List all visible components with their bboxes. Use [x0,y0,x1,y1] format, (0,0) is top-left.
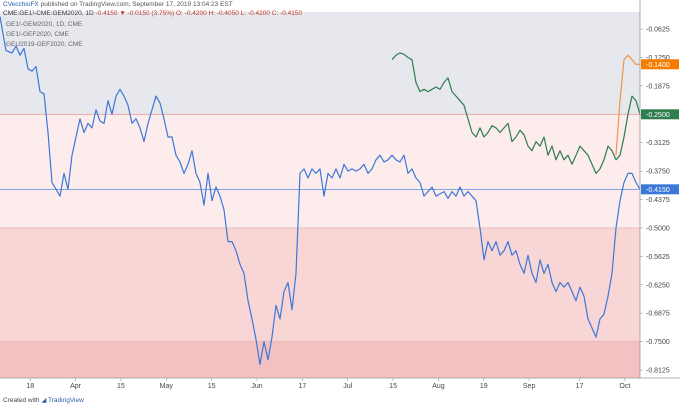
y-tick-label: -0.3750 [646,169,670,176]
x-tick-label: 17 [298,383,306,390]
x-tick-label: Oct [619,383,630,390]
legend-series-2: GE1!-GEF2020, CME [6,31,69,38]
published-text: published on TradingView.com, September … [40,1,233,8]
x-tick-label: 17 [576,383,584,390]
author-link[interactable]: CVecchioFX [3,1,39,8]
x-tick-label: Jul [343,383,352,390]
price-label-text: -0.2500 [646,112,670,119]
footer-brand[interactable]: TradingView [48,397,84,404]
series-layer [0,16,641,365]
footer-prefix: Created with [3,397,40,404]
ohlc-text: O: -0.4200 H: -0.4050 L: -0.4200 C: -0.4… [176,10,303,17]
x-tick-label: Apr [70,383,82,390]
tradingview-logo-icon: ◢ [41,397,47,404]
zone-pink_dark [0,341,640,378]
change-text: -0.4150 ▼ -0.0150 (3.75%) [95,10,175,17]
x-tick-label: Sep [523,383,536,390]
y-tick-label: -0.6875 [646,311,670,318]
zone-gray [0,12,640,115]
footer: Created with ◢ TradingView [3,396,84,404]
y-tick-label: -0.4375 [646,197,670,204]
background-zones [0,12,640,378]
y-tick-label: -0.3125 [646,140,670,147]
x-tick-label: 15 [208,383,216,390]
price-label-text: -0.1400 [646,62,670,69]
x-tick-label: Jun [251,383,262,390]
price-label-box [641,109,679,120]
y-tick-label: -0.8125 [646,368,670,375]
x-tick-label: May [160,383,174,390]
price-label-text: -0.4150 [646,187,670,194]
x-tick-label: 18 [26,383,34,390]
x-tick-label: 15 [117,383,125,390]
series-line-1 [0,16,641,365]
legend-series-1: GE1!-GEM2020, 1D, CME [6,21,83,28]
time-axis-panel [0,378,680,394]
x-tick-label: 15 [389,383,397,390]
y-tick-label: -0.0625 [646,27,670,34]
legend-series-3: GEU2019-GEF2020, CME [6,41,83,48]
symbol-line: CME:GE1!-CME:GEM2020, 1D -0.4150 ▼ -0.01… [3,10,302,17]
series-line-2 [391,52,641,174]
symbol-name: CME:GE1!-CME:GEM2020, 1D [3,10,94,17]
x-tick-label: 19 [480,383,488,390]
y-tick-label: -0.7500 [646,339,670,346]
price-label-layer: -0.1400 -0.2500 -0.4150 [641,59,679,195]
y-tick-label: -0.5000 [646,225,670,232]
y-tick-label: -0.1250 [646,55,670,62]
y-tick-label: -0.1875 [646,83,670,90]
publish-line: CVecchioFX published on TradingView.com,… [3,1,233,8]
series-line-3 [615,54,640,156]
y-tick-label: -0.5625 [646,254,670,261]
price-label-box [641,184,679,195]
zone-pink_mid [0,227,640,342]
y-tick-label: -0.6250 [646,282,670,289]
x-tick-label: Aug [432,383,445,390]
price-label-box [641,59,679,70]
